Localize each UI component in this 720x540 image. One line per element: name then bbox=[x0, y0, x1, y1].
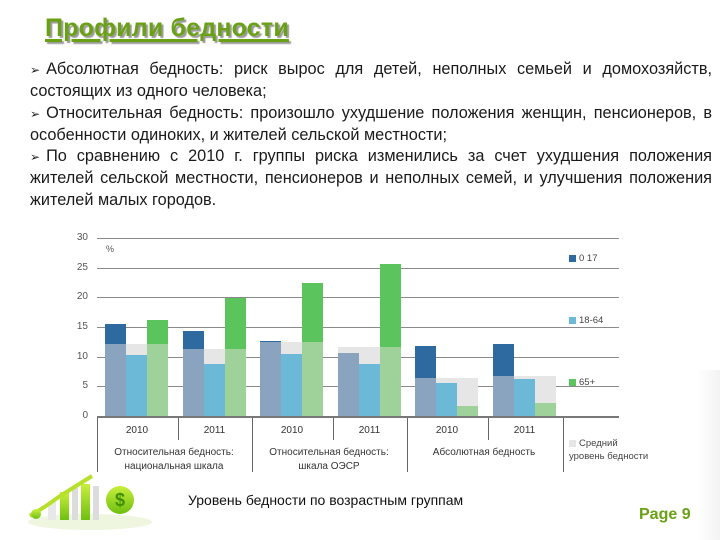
x-year-label: 2011 bbox=[513, 425, 536, 436]
bar-base bbox=[224, 348, 246, 416]
decorative-edge bbox=[697, 370, 720, 540]
legend-item: 18-64 bbox=[569, 314, 649, 327]
average-level-bar bbox=[337, 347, 359, 353]
year-separator bbox=[177, 418, 179, 440]
legend-swatch bbox=[569, 378, 576, 386]
group-separator bbox=[563, 418, 564, 472]
bullet-item: ➢ Абсолютная бедность: риск вырос для дет… bbox=[30, 60, 712, 101]
bar-base bbox=[182, 348, 204, 416]
group-separator bbox=[97, 418, 98, 472]
slide-title: Профили бедности bbox=[45, 14, 289, 42]
legend-swatch bbox=[569, 316, 576, 324]
bar-base bbox=[457, 405, 478, 416]
arrow-bullet-icon: ➢ bbox=[30, 106, 41, 121]
legend-label: 18-64 bbox=[579, 315, 604, 326]
bar-excess bbox=[415, 346, 436, 379]
arrow-bullet-icon: ➢ bbox=[30, 63, 41, 77]
bar-base bbox=[203, 363, 225, 416]
legend-label: 0 17 bbox=[579, 253, 598, 264]
year-separator bbox=[332, 418, 334, 440]
y-tick-label: 0 bbox=[82, 410, 88, 421]
x-year-label: 2010 bbox=[435, 425, 459, 436]
bar-base bbox=[302, 341, 323, 416]
gridline bbox=[97, 238, 619, 240]
average-level-bar bbox=[358, 347, 380, 364]
legend-swatch bbox=[569, 254, 576, 262]
bar-base bbox=[281, 354, 302, 416]
x-axis-line bbox=[97, 416, 619, 418]
bar-base bbox=[513, 379, 535, 416]
x-year-label: 2010 bbox=[125, 425, 149, 436]
x-year-label: 2011 bbox=[358, 425, 381, 436]
bar-base bbox=[492, 375, 514, 416]
bar-excess bbox=[105, 324, 126, 345]
y-tick-label: 15 bbox=[76, 321, 88, 333]
bar-excess bbox=[492, 344, 514, 376]
legend-item: 65+ bbox=[569, 376, 649, 389]
bar-base bbox=[147, 344, 168, 416]
x-group-label: Относительная бедность: шкала ОЭСР bbox=[269, 447, 389, 472]
year-separator bbox=[487, 418, 489, 440]
bar-excess bbox=[302, 282, 323, 342]
bar-base bbox=[379, 347, 401, 416]
average-level-bar bbox=[457, 378, 478, 406]
average-level-bar bbox=[436, 378, 457, 383]
poverty-by-age-chart: % 0 5 10 15 20 25 30 2010 2011 2010 2011 2010 2011 От… bbox=[60, 232, 720, 472]
x-year-label: 2010 bbox=[280, 425, 304, 436]
x-group-label: Относительная бедность: национальная шка… bbox=[114, 447, 234, 472]
average-level-bar bbox=[534, 375, 556, 403]
bar-base bbox=[415, 378, 436, 416]
x-year-label: 2011 bbox=[203, 425, 226, 436]
bar-excess bbox=[147, 319, 168, 345]
average-level-bar bbox=[126, 344, 147, 355]
x-group-label: Абсолютная бедность bbox=[432, 447, 536, 458]
bar-base bbox=[126, 354, 147, 416]
group-separator bbox=[252, 418, 253, 472]
bullet-item: ➢ Относительная бедность: произошло ухудш… bbox=[30, 103, 712, 144]
bar-base bbox=[534, 402, 556, 416]
legend-label: Средний уровень бедности bbox=[569, 438, 649, 462]
legend-item: Средний уровень бедности bbox=[569, 437, 649, 463]
average-level-bar bbox=[281, 341, 302, 355]
arrow-bullet-icon: ➢ bbox=[30, 150, 41, 165]
legend-item: 0 17 bbox=[569, 252, 649, 265]
group-separator bbox=[407, 418, 408, 472]
svg-text:$: $ bbox=[115, 490, 125, 510]
gridline bbox=[97, 297, 619, 299]
y-tick-label: 5 bbox=[82, 380, 88, 392]
growth-chart-dollar-logo: $ bbox=[20, 470, 160, 534]
y-tick-label: 30 bbox=[76, 232, 88, 244]
average-level-bar bbox=[203, 348, 225, 364]
y-tick-label: 10 bbox=[76, 350, 88, 362]
bar-base bbox=[358, 363, 380, 416]
gridline bbox=[97, 327, 619, 329]
legend-swatch bbox=[569, 439, 576, 447]
bar-base bbox=[105, 344, 126, 416]
page-number: Page 9 bbox=[639, 506, 691, 523]
bar-base bbox=[337, 352, 359, 416]
y-unit-label: % bbox=[106, 244, 115, 254]
bullet-item: ➢ По сравнению с 2010 г. группы риска изм… bbox=[30, 147, 712, 209]
bullet-list: ➢ Абсолютная бедность: риск вырос для дет… bbox=[30, 59, 712, 211]
bar-excess bbox=[182, 330, 204, 349]
bar-excess bbox=[224, 297, 246, 349]
average-level-bar bbox=[513, 375, 535, 380]
y-tick-label: 20 bbox=[76, 291, 88, 303]
chart-caption: Уровень бедности по возрастным группам bbox=[188, 492, 464, 508]
bar-base bbox=[260, 341, 281, 416]
bar-base bbox=[436, 382, 457, 416]
gridline bbox=[97, 267, 619, 269]
legend-label: 65+ bbox=[579, 377, 596, 388]
bar-excess bbox=[379, 263, 401, 348]
bar-excess bbox=[260, 340, 281, 342]
y-tick-label: 25 bbox=[76, 261, 88, 273]
